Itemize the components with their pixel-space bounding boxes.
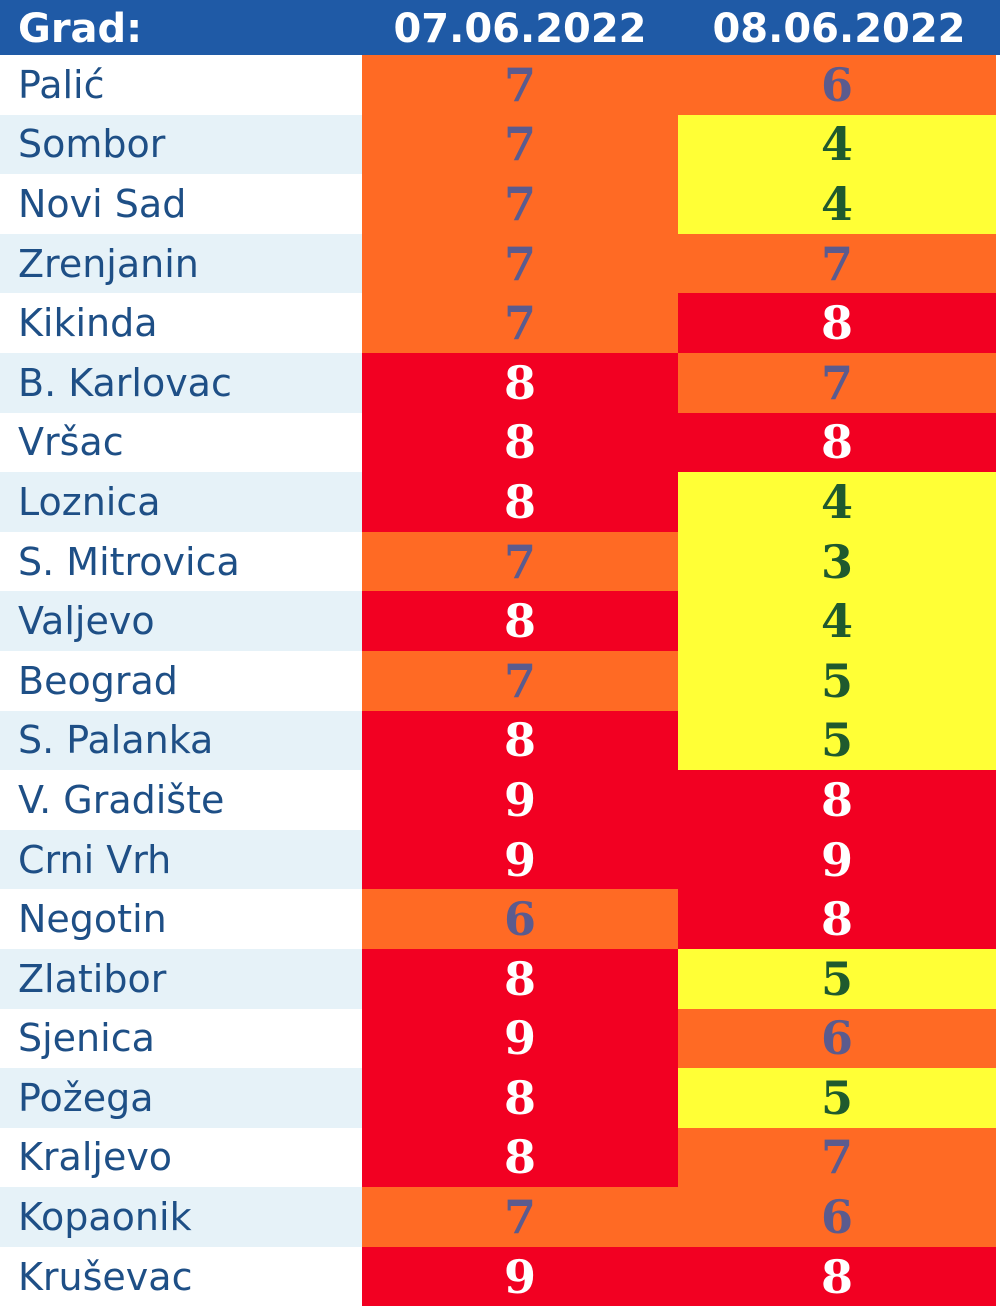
table-row: Kopaonik 7 6: [0, 1187, 1000, 1247]
uv-value-date-2: 8: [678, 412, 996, 473]
table-row: Zrenjanin 7 7: [0, 233, 1000, 294]
city-name: Kopaonik: [0, 1187, 362, 1247]
uv-value-date-1: 8: [362, 412, 678, 473]
uv-value-date-1: 7: [362, 1187, 678, 1247]
uv-value-date-1: 6: [362, 889, 678, 949]
table-row: Valjevo 8 4: [0, 591, 1000, 651]
uv-value-date-1: 9: [362, 1246, 678, 1307]
uv-value-date-2: 8: [678, 293, 996, 353]
uv-value-date-2: 6: [678, 55, 996, 115]
uv-value-date-2: 5: [678, 1068, 996, 1128]
uv-value-date-1: 7: [362, 114, 678, 175]
table-row: Crni Vrh 9 9: [0, 829, 1000, 890]
uv-value-date-2: 7: [678, 352, 996, 413]
city-name: Kruševac: [0, 1246, 362, 1307]
table-row: S. Palanka 8 5: [0, 710, 1000, 771]
table-row: Kikinda 7 8: [0, 293, 1000, 353]
uv-value-date-1: 7: [362, 293, 678, 353]
city-name: V. Gradište: [0, 770, 362, 830]
city-name: Negotin: [0, 889, 362, 949]
table-row: Kruševac 9 8: [0, 1246, 1000, 1307]
table-row: Beograd 7 5: [0, 650, 1000, 711]
city-name: Zlatibor: [0, 948, 362, 1009]
city-name: Palić: [0, 55, 362, 115]
city-name: Zrenjanin: [0, 233, 362, 294]
uv-value-date-1: 8: [362, 591, 678, 651]
city-name: Crni Vrh: [0, 829, 362, 890]
uv-value-date-2: 5: [678, 710, 996, 771]
uv-value-date-1: 7: [362, 650, 678, 711]
uv-value-date-1: 9: [362, 770, 678, 830]
uv-value-date-2: 8: [678, 1246, 996, 1307]
header-city-label: Grad:: [18, 6, 143, 52]
table-row: Palić 7 6: [0, 55, 1000, 115]
city-name: Kikinda: [0, 293, 362, 353]
city-name: Valjevo: [0, 591, 362, 651]
table-row: Negotin 6 8: [0, 889, 1000, 949]
city-name: Beograd: [0, 650, 362, 711]
uv-value-date-2: 7: [678, 1127, 996, 1188]
city-name: Sjenica: [0, 1008, 362, 1069]
uv-value-date-2: 4: [678, 114, 996, 175]
uv-value-date-2: 6: [678, 1008, 996, 1069]
uv-value-date-2: 6: [678, 1187, 996, 1247]
table-row: Kraljevo 8 7: [0, 1127, 1000, 1188]
uv-value-date-2: 9: [678, 829, 996, 890]
uv-value-date-1: 8: [362, 1127, 678, 1188]
city-name: Vršac: [0, 412, 362, 473]
city-name: S. Mitrovica: [0, 531, 362, 592]
table-row: Vršac 8 8: [0, 412, 1000, 473]
uv-value-date-2: 7: [678, 233, 996, 294]
uv-value-date-2: 8: [678, 889, 996, 949]
header-date-2: 08.06.2022: [712, 6, 966, 52]
table-body: Palić 7 6 Sombor 7 4 Novi Sad 7 4 Zrenjanin 7 7 Kiki…: [0, 55, 1000, 1307]
uv-value-date-1: 8: [362, 1068, 678, 1128]
uv-value-date-1: 9: [362, 1008, 678, 1069]
uv-value-date-2: 4: [678, 174, 996, 234]
table-row: Loznica 8 4: [0, 472, 1000, 532]
uv-value-date-2: 8: [678, 770, 996, 830]
city-name: Požega: [0, 1068, 362, 1128]
city-name: B. Karlovac: [0, 352, 362, 413]
uv-value-date-1: 7: [362, 174, 678, 234]
uv-value-date-1: 8: [362, 710, 678, 771]
uv-value-date-1: 7: [362, 531, 678, 592]
uv-value-date-2: 4: [678, 472, 996, 532]
uv-value-date-1: 7: [362, 55, 678, 115]
table-row: S. Mitrovica 7 3: [0, 531, 1000, 592]
table-row: V. Gradište 9 8: [0, 770, 1000, 830]
uv-value-date-2: 5: [678, 948, 996, 1009]
table-row: Sjenica 9 6: [0, 1008, 1000, 1069]
table-row: Sombor 7 4: [0, 114, 1000, 175]
table-row: B. Karlovac 8 7: [0, 352, 1000, 413]
city-name: Novi Sad: [0, 174, 362, 234]
city-name: Sombor: [0, 114, 362, 175]
city-name: S. Palanka: [0, 710, 362, 771]
city-name: Kraljevo: [0, 1127, 362, 1188]
uv-value-date-1: 9: [362, 829, 678, 890]
table-row: Požega 8 5: [0, 1068, 1000, 1128]
table-header: Grad: 07.06.2022 08.06.2022: [0, 0, 1000, 55]
uv-value-date-2: 3: [678, 531, 996, 592]
uv-value-date-1: 8: [362, 352, 678, 413]
uv-value-date-1: 8: [362, 948, 678, 1009]
table-row: Novi Sad 7 4: [0, 174, 1000, 234]
table-row: Zlatibor 8 5: [0, 948, 1000, 1009]
uv-value-date-2: 4: [678, 591, 996, 651]
uv-value-date-1: 7: [362, 233, 678, 294]
uv-value-date-1: 8: [362, 472, 678, 532]
uv-value-date-2: 5: [678, 650, 996, 711]
city-name: Loznica: [0, 472, 362, 532]
header-date-1: 07.06.2022: [393, 6, 647, 52]
